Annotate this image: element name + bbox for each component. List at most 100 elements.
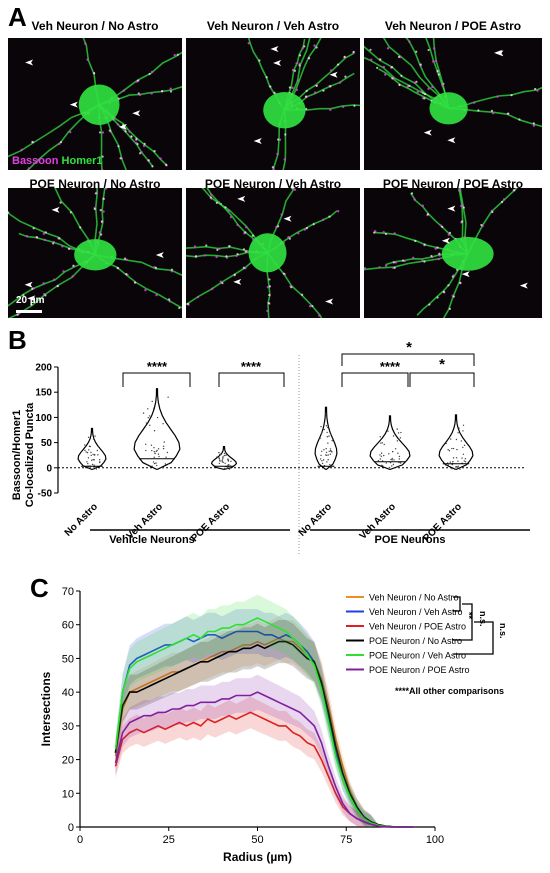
violin-point: [331, 451, 332, 452]
violin-point: [86, 461, 87, 462]
colocalized-punctum: [459, 282, 461, 284]
colocalized-punctum: [139, 152, 141, 154]
colocalized-punctum: [125, 273, 127, 275]
violin-point: [156, 465, 157, 466]
colocalized-punctum: [245, 250, 247, 252]
colocalized-punctum: [187, 303, 189, 305]
bassoon-punctum: [155, 294, 157, 296]
colocalized-punctum: [344, 76, 346, 78]
colocalized-punctum: [225, 255, 227, 257]
violin-point: [157, 417, 158, 418]
micrograph-5: [186, 188, 360, 318]
bassoon-legend: Bassoon: [12, 155, 58, 167]
violin-point: [451, 448, 452, 449]
violin-point: [90, 452, 91, 453]
micrograph-2: [186, 38, 360, 170]
legend-label-6: POE Neuron / POE Astro: [369, 665, 470, 675]
violin-point: [319, 438, 320, 439]
violin-point: [218, 452, 219, 453]
bassoon-punctum: [460, 205, 462, 207]
colocalized-punctum: [316, 85, 318, 87]
violin-point: [89, 446, 90, 447]
violin-point: [154, 451, 155, 452]
colocalized-punctum: [45, 231, 47, 233]
x-tick-label: 100: [426, 834, 444, 846]
violin-point: [455, 466, 456, 467]
violin-point: [327, 442, 328, 443]
violin-point: [84, 450, 85, 451]
violin-point: [399, 456, 400, 457]
bassoon-punctum: [276, 153, 278, 155]
bassoon-punctum: [236, 224, 238, 226]
bassoon-punctum: [297, 232, 299, 234]
violin-point: [96, 468, 97, 469]
colocalized-punctum: [94, 208, 96, 210]
y-tick-label: -50: [38, 489, 53, 500]
colocalized-punctum: [32, 141, 34, 143]
violin-point: [328, 435, 329, 436]
violin-point: [87, 463, 88, 464]
bassoon-punctum: [435, 60, 437, 62]
colocalized-punctum: [135, 138, 137, 140]
colocalized-punctum: [224, 206, 226, 208]
violin-point: [331, 440, 332, 441]
bassoon-punctum: [395, 261, 397, 263]
violin-point: [221, 460, 222, 461]
violin-point: [330, 454, 331, 455]
arrowhead-marker: [462, 271, 470, 277]
violin-point: [326, 452, 327, 453]
violin-point: [151, 445, 152, 446]
colocalized-punctum: [449, 232, 451, 234]
violin-point: [456, 449, 457, 450]
bassoon-punctum: [432, 60, 434, 62]
violin-point: [155, 462, 156, 463]
violin-point: [153, 447, 154, 448]
y-tick-label: 60: [62, 620, 74, 632]
arrowhead-marker: [447, 137, 455, 143]
colocalized-punctum: [72, 265, 74, 267]
violin-point: [326, 432, 327, 433]
violin-point: [167, 452, 168, 453]
colocalized-punctum: [477, 109, 479, 111]
violin-point: [326, 461, 327, 462]
colocalized-punctum: [393, 261, 395, 263]
violin-point: [464, 460, 465, 461]
violin-point: [463, 425, 464, 426]
colocalized-punctum: [16, 314, 18, 316]
violin-point: [321, 451, 322, 452]
colocalized-punctum: [424, 93, 426, 95]
violin-point: [222, 457, 223, 458]
violin-point: [381, 456, 382, 457]
bassoon-punctum: [128, 130, 130, 132]
colocalized-punctum: [155, 267, 157, 269]
bassoon-punctum: [230, 216, 232, 218]
colocalized-punctum: [353, 105, 355, 107]
violin-point: [84, 444, 85, 445]
violin-point: [325, 413, 326, 414]
neuron-soma: [79, 85, 120, 126]
colocalized-punctum: [427, 49, 429, 51]
colocalized-punctum: [277, 225, 279, 227]
bassoon-punctum: [314, 91, 316, 93]
bassoon-punctum: [304, 228, 306, 230]
category-label-4: No Astro: [297, 501, 334, 538]
colocalized-punctum: [452, 275, 454, 277]
significance-bracket: [219, 373, 284, 387]
bassoon-punctum: [210, 193, 212, 195]
micrograph-image: [186, 188, 360, 318]
violin-point: [228, 464, 229, 465]
violin-point: [99, 462, 100, 463]
violin-point: [167, 396, 168, 397]
violin-point: [328, 454, 329, 455]
colocalized-punctum: [228, 245, 230, 247]
significance-bracket: [410, 373, 474, 387]
bassoon-punctum: [99, 231, 101, 233]
violin-point: [464, 445, 465, 446]
colocalized-punctum: [443, 291, 445, 293]
bassoon-punctum: [159, 157, 161, 159]
bassoon-punctum: [383, 231, 385, 233]
colocalized-punctum: [272, 166, 274, 168]
colocalized-punctum: [369, 49, 371, 51]
violin-point: [321, 433, 322, 434]
violin-point: [94, 435, 95, 436]
